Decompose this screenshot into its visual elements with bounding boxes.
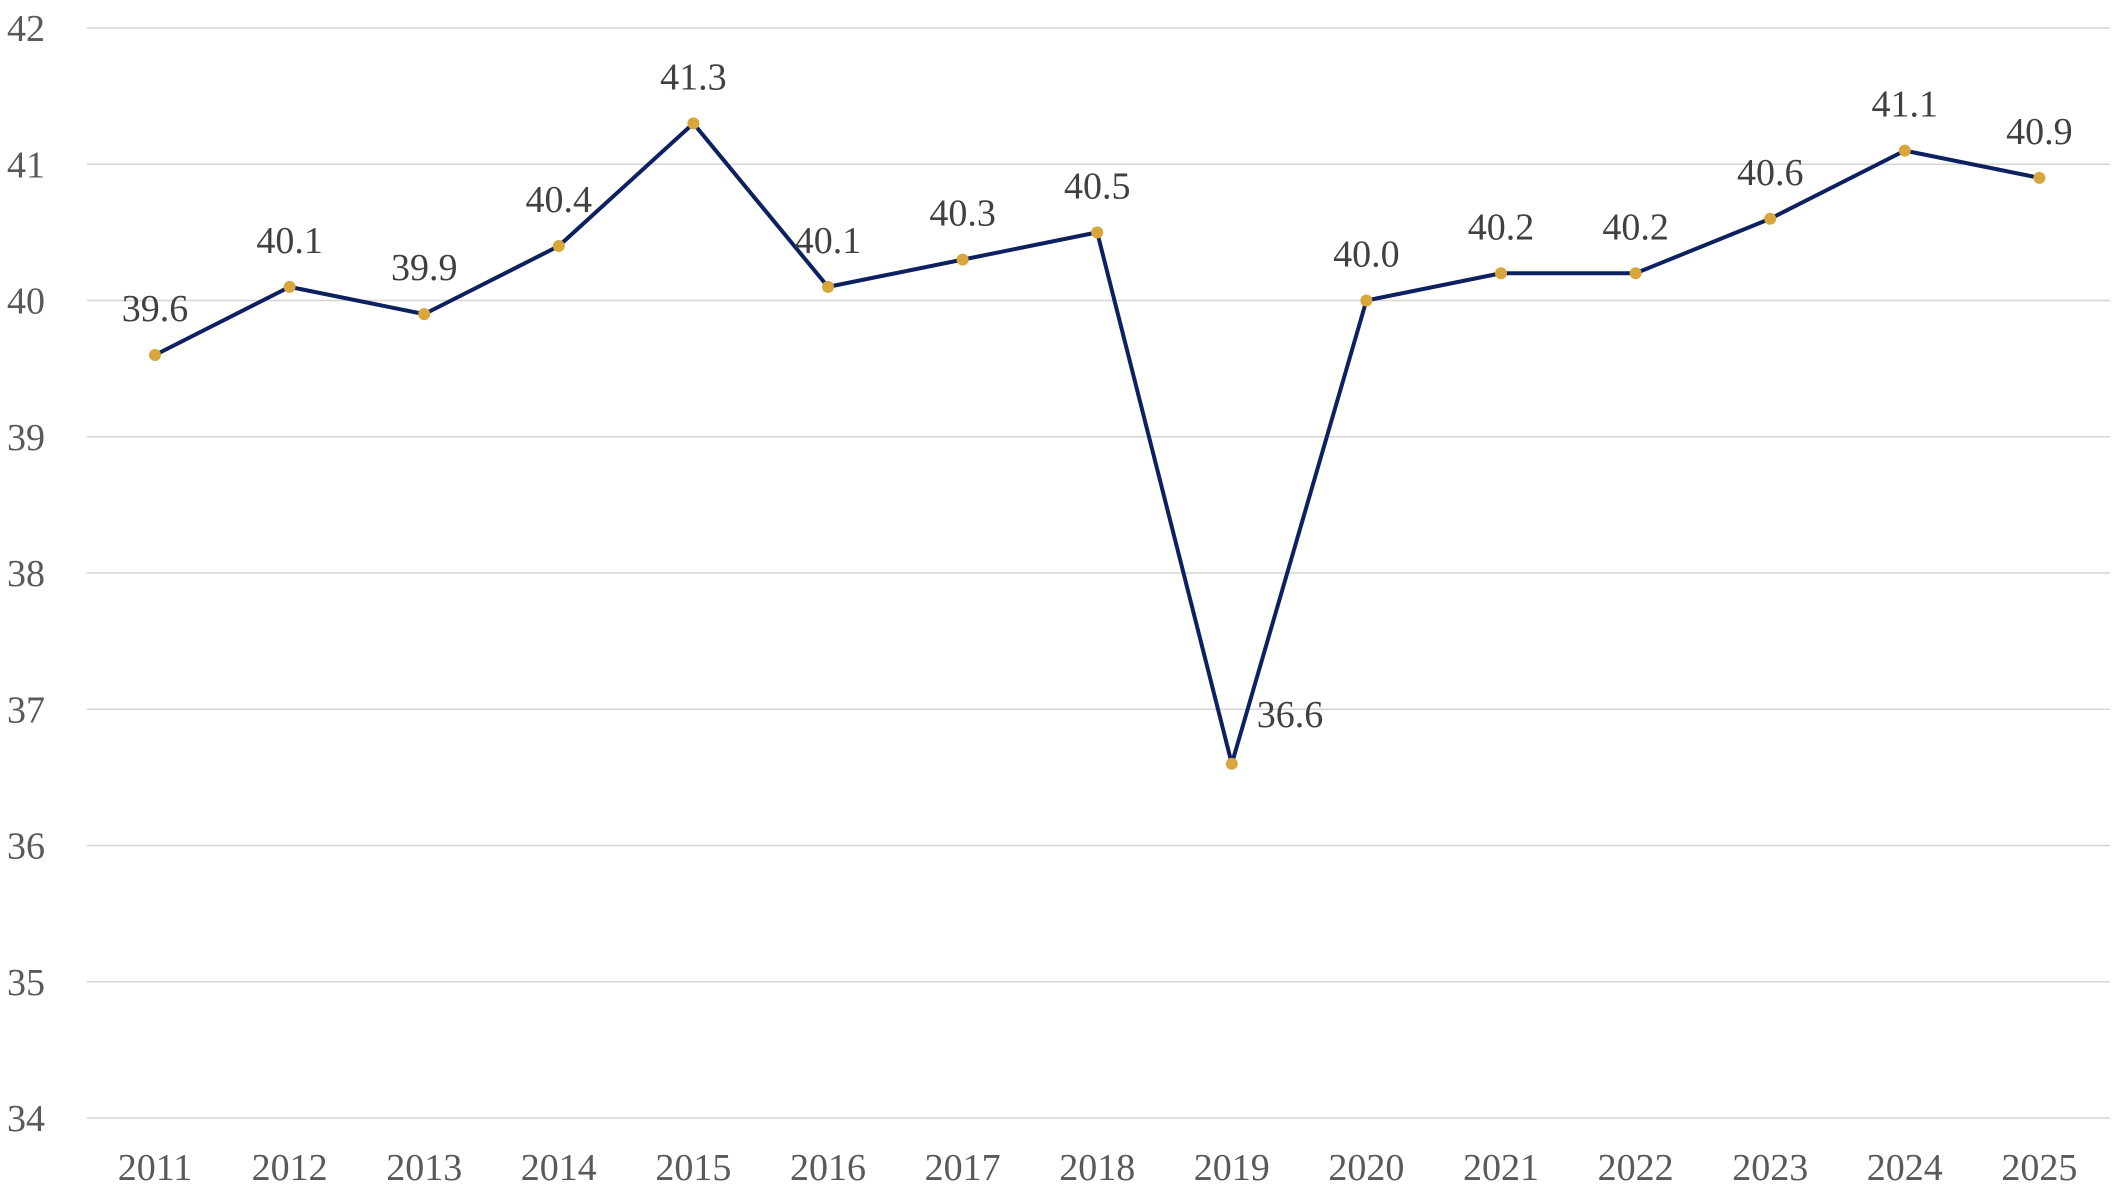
x-axis-ticks: 2011 2012 2013 2014 2015 2016 2017 2018 2019 2020… <box>118 1147 2078 1189</box>
data-point <box>1764 212 1777 225</box>
x-tick-label: 2014 <box>521 1147 597 1189</box>
x-tick-label: 2017 <box>925 1147 1001 1189</box>
y-tick-label: 35 <box>7 962 45 1004</box>
data-point <box>552 240 565 252</box>
y-tick-label: 38 <box>7 553 45 595</box>
x-tick-label: 2018 <box>1059 1147 1135 1189</box>
data-point <box>1495 267 1507 280</box>
data-point <box>149 349 161 361</box>
data-label: 40.9 <box>2006 111 2073 153</box>
data-label: 40.2 <box>1602 206 1669 248</box>
data-point <box>687 117 700 130</box>
data-label: 41.3 <box>660 56 727 98</box>
x-tick-label: 2015 <box>655 1147 731 1189</box>
data-label: 40.3 <box>929 193 996 235</box>
data-point <box>2033 171 2046 184</box>
y-tick-label: 36 <box>7 826 45 868</box>
data-point <box>822 280 834 293</box>
data-point <box>1629 267 1642 280</box>
y-tick-label: 39 <box>7 417 45 459</box>
data-label: 40.5 <box>1064 165 1131 207</box>
x-tick-label: 2022 <box>1598 1147 1674 1189</box>
data-label: 40.0 <box>1333 234 1400 276</box>
data-point <box>418 308 431 321</box>
series-line-group <box>153 121 2042 766</box>
data-point <box>1360 294 1373 307</box>
x-tick-label: 2023 <box>1732 1147 1808 1189</box>
x-tick-label: 2025 <box>2001 1147 2077 1189</box>
x-tick-label: 2020 <box>1328 1147 1404 1189</box>
data-point <box>283 280 296 293</box>
y-tick-label: 34 <box>7 1098 45 1140</box>
y-axis-ticks: 34 35 36 37 38 39 40 41 42 <box>7 8 45 1140</box>
data-label: 39.6 <box>122 288 189 330</box>
series-line <box>153 121 2042 766</box>
data-point <box>1225 757 1238 770</box>
x-tick-label: 2016 <box>790 1147 866 1189</box>
y-tick-label: 37 <box>7 689 45 731</box>
data-label: 41.1 <box>1872 84 1939 126</box>
data-point <box>956 253 969 266</box>
x-tick-label: 2012 <box>252 1147 328 1189</box>
data-label: 40.6 <box>1737 152 1804 194</box>
y-tick-label: 40 <box>7 281 45 323</box>
data-label: 40.1 <box>795 220 862 262</box>
data-label: 40.1 <box>256 220 323 262</box>
x-tick-label: 2024 <box>1867 1147 1943 1189</box>
data-label: 36.6 <box>1257 694 1324 736</box>
x-tick-label: 2021 <box>1463 1147 1539 1189</box>
gridlines <box>87 27 2110 1119</box>
x-tick-label: 2019 <box>1194 1147 1270 1189</box>
data-markers <box>149 117 2046 770</box>
data-labels: 39.6 40.1 39.9 40.4 41.3 40.1 40.3 40.5 36.6 40.0… <box>122 56 2073 735</box>
data-label: 39.9 <box>391 247 458 289</box>
x-tick-label: 2013 <box>386 1147 462 1189</box>
data-point <box>1898 144 1911 157</box>
y-tick-label: 41 <box>7 144 45 186</box>
data-label: 40.2 <box>1468 206 1535 248</box>
data-label: 40.4 <box>526 179 593 221</box>
data-point <box>1091 226 1104 239</box>
y-tick-label: 42 <box>7 8 45 50</box>
x-tick-label: 2011 <box>118 1147 193 1189</box>
